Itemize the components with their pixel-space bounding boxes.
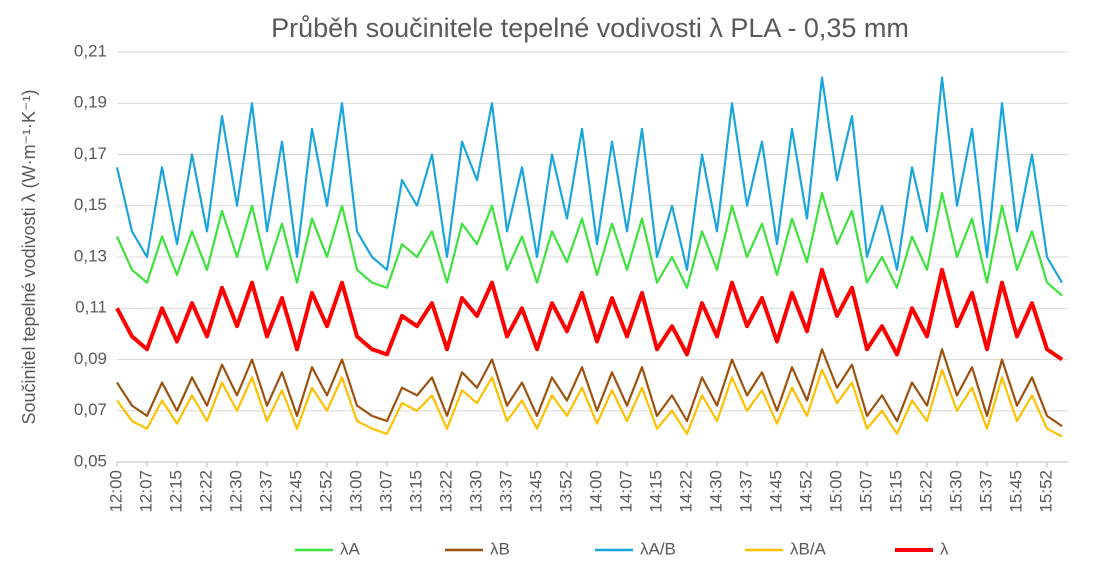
x-tick-label: 12:22: [196, 470, 215, 513]
legend-label: λA: [340, 539, 361, 558]
x-tick-label: 12:52: [316, 470, 335, 513]
x-tick-label: 14:30: [706, 470, 725, 513]
series-line: [116, 368, 1063, 438]
x-tick-label: 15:45: [1006, 470, 1025, 513]
x-tick-label: 13:22: [436, 470, 455, 513]
x-tick-label: 15:22: [916, 470, 935, 513]
y-tick-label: 0,21: [74, 41, 107, 60]
x-tick-label: 14:52: [796, 470, 815, 513]
series-line: [115, 191, 1063, 297]
x-tick-label: 13:30: [466, 470, 485, 513]
x-tick-label: 15:30: [946, 470, 965, 513]
x-tick-label: 15:00: [826, 470, 845, 513]
y-tick-label: 0,17: [74, 144, 107, 163]
x-tick-label: 12:30: [226, 470, 245, 513]
x-tick-label: 13:07: [376, 470, 395, 513]
x-tick-label: 13:52: [556, 470, 575, 513]
x-tick-label: 13:45: [526, 470, 545, 513]
x-tick-label: 15:07: [856, 470, 875, 513]
y-tick-label: 0,05: [74, 451, 107, 470]
x-tick-label: 14:07: [616, 470, 635, 513]
y-tick-label: 0,13: [74, 246, 107, 265]
x-tick-label: 15:15: [886, 470, 905, 513]
x-tick-label: 12:45: [286, 470, 305, 513]
x-tick-label: 12:15: [166, 470, 185, 513]
y-tick-label: 0,11: [75, 298, 107, 317]
x-tick-label: 12:00: [106, 470, 125, 513]
legend-label: λA/B: [640, 539, 676, 558]
legend-label: λ: [940, 539, 949, 558]
x-tick-label: 12:37: [256, 470, 275, 513]
x-tick-label: 14:22: [676, 470, 695, 513]
legend-label: λB: [490, 539, 510, 558]
x-tick-label: 14:37: [736, 470, 755, 513]
chart-title: Průběh součinitele tepelné vodivosti λ P…: [271, 13, 909, 43]
x-tick-label: 14:15: [646, 470, 665, 513]
x-tick-label: 13:15: [406, 470, 425, 513]
y-tick-label: 0,09: [74, 349, 107, 368]
y-tick-label: 0,15: [74, 195, 107, 214]
series-line: [115, 267, 1064, 362]
y-axis-title: Součinitel tepelné vodivosti λ (W·m⁻¹·K⁻…: [19, 89, 39, 424]
x-tick-label: 13:37: [496, 470, 515, 513]
x-tick-label: 13:00: [346, 470, 365, 513]
x-tick-label: 14:00: [586, 470, 605, 513]
x-tick-label: 15:52: [1036, 470, 1055, 513]
series-line: [115, 76, 1063, 284]
x-tick-label: 12:07: [136, 470, 155, 513]
x-tick-label: 14:45: [766, 470, 785, 513]
y-tick-label: 0,07: [74, 400, 107, 419]
y-tick-label: 0,19: [74, 93, 107, 112]
series-line: [116, 348, 1063, 428]
x-tick-label: 15:37: [976, 470, 995, 513]
legend-label: λB/A: [790, 539, 827, 558]
